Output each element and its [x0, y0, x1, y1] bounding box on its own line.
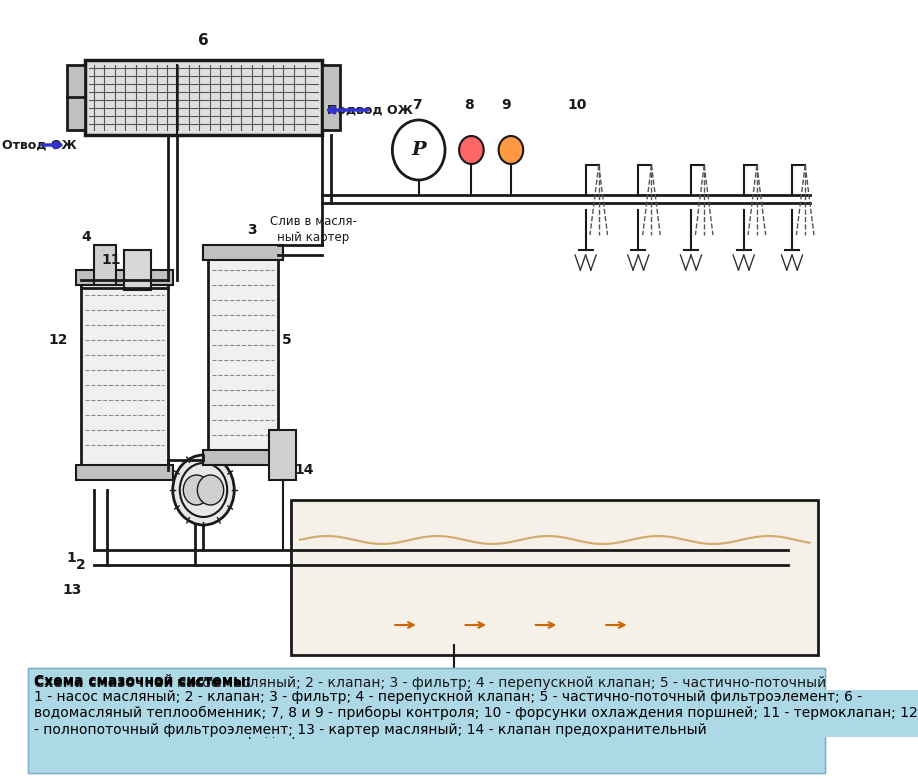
Text: P: P — [411, 141, 426, 159]
Text: Отвод ОЖ: Отвод ОЖ — [2, 139, 76, 151]
Text: Схема смазочной системы:: Схема смазочной системы: — [34, 674, 252, 688]
Text: 11: 11 — [102, 253, 121, 267]
Text: 1 - насос масляный; 2 - клапан; 3 - фильтр; 4 - перепускной клапан; 5 - частично: 1 - насос масляный; 2 - клапан; 3 - филь… — [34, 690, 918, 736]
Text: 10: 10 — [567, 98, 587, 112]
Text: 9: 9 — [502, 98, 511, 112]
Bar — [84, 60, 322, 135]
Bar — [81, 280, 168, 470]
Bar — [291, 500, 818, 655]
Bar — [76, 465, 173, 480]
Bar — [204, 245, 283, 260]
Bar — [125, 250, 151, 290]
Bar — [28, 668, 825, 773]
Text: 1: 1 — [67, 551, 76, 565]
Bar — [28, 668, 825, 773]
Bar — [269, 430, 296, 480]
Text: 14: 14 — [295, 463, 314, 477]
Text: 3: 3 — [247, 223, 257, 237]
Text: 12: 12 — [49, 333, 68, 347]
Bar — [436, 675, 472, 695]
Bar — [67, 65, 84, 130]
Polygon shape — [300, 540, 810, 645]
Text: Слив в масля-
ный картер: Слив в масля- ный картер — [270, 215, 357, 244]
Circle shape — [459, 136, 484, 164]
Bar — [204, 450, 283, 465]
Bar — [76, 270, 173, 285]
Bar — [322, 65, 340, 130]
Text: 4: 4 — [82, 230, 92, 244]
Bar — [207, 255, 278, 455]
Circle shape — [392, 120, 445, 180]
Text: 6: 6 — [198, 33, 209, 48]
Circle shape — [498, 136, 523, 164]
Circle shape — [173, 455, 234, 525]
Circle shape — [184, 475, 209, 505]
Text: 7: 7 — [412, 98, 421, 112]
Bar — [94, 245, 116, 285]
Text: Подвод ОЖ: Подвод ОЖ — [328, 104, 413, 117]
Text: 1 - насос масляный; 2 - клапан; 3 - фильтр; 4 - перепускной клапан; 5 - частично: 1 - насос масляный; 2 - клапан; 3 - филь… — [150, 676, 909, 738]
Text: 5: 5 — [282, 333, 292, 347]
Text: 2: 2 — [75, 558, 85, 572]
Text: 8: 8 — [464, 98, 474, 112]
Circle shape — [197, 475, 224, 505]
Text: 13: 13 — [62, 583, 82, 597]
Text: Схема смазочной системы:: Схема смазочной системы: — [34, 676, 252, 690]
